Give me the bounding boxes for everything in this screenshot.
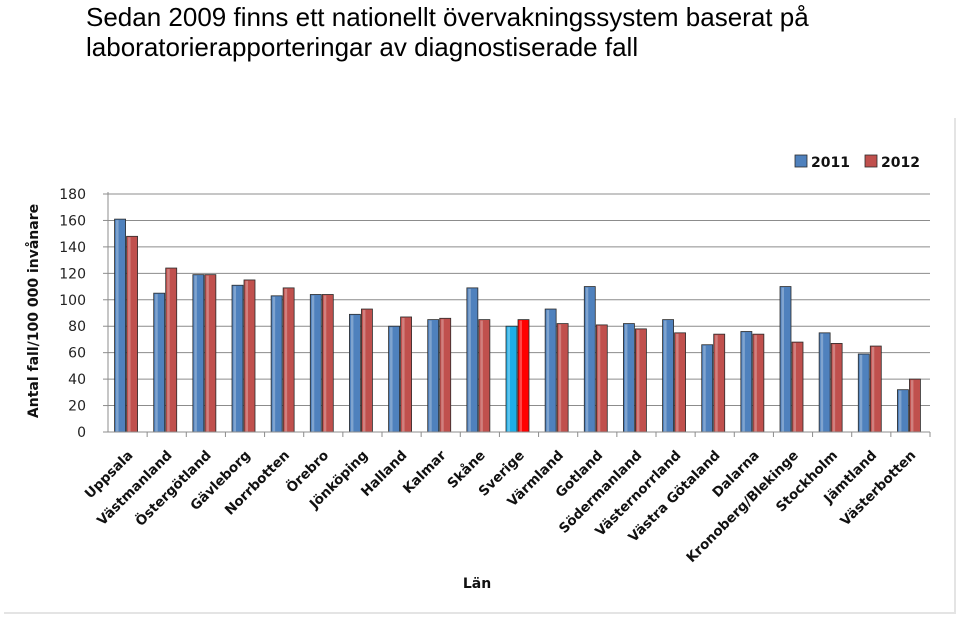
bar-shine: [793, 343, 796, 432]
bar-shine: [703, 345, 706, 432]
bar-shine: [128, 237, 131, 432]
legend-label-2011: 2011: [811, 155, 850, 171]
y-tick-label: 40: [68, 372, 86, 388]
legend: 2011 2012: [794, 154, 920, 171]
bar-shine: [715, 335, 718, 432]
bar-shine: [155, 294, 158, 432]
bar-shine: [390, 327, 393, 432]
y-tick-label: 60: [68, 346, 86, 362]
y-tick-label: 180: [59, 187, 86, 203]
x-axis-title: Län: [463, 576, 491, 592]
axes: [107, 192, 931, 437]
bar-shine: [624, 324, 628, 432]
bar-shine: [859, 354, 863, 432]
bar-shine: [781, 287, 784, 432]
bar-shine: [480, 320, 483, 432]
bar-shine: [323, 295, 327, 432]
bar-shine: [832, 344, 836, 432]
y-tick-label: 80: [68, 319, 86, 335]
bar-shine: [311, 295, 315, 432]
bars: [114, 218, 921, 433]
bar-shine: [272, 296, 276, 432]
bar-shine: [871, 347, 875, 432]
bar-shine: [206, 275, 209, 432]
legend-label-2012: 2012: [881, 155, 920, 171]
slide-title-line-2: laboratorierapporteringar av diagnostise…: [86, 32, 639, 62]
slide-title-line-1: Sedan 2009 finns ett nationellt övervakn…: [86, 2, 809, 32]
bar-shine: [167, 269, 170, 432]
bar-shine: [820, 333, 824, 432]
bar-shine: [284, 288, 288, 432]
y-tick-label: 120: [59, 266, 86, 282]
bar-shine: [597, 325, 601, 432]
y-axis-title: Antal fall/100 000 invånare: [25, 204, 42, 418]
bar-shine: [350, 315, 354, 432]
bar-shine: [910, 380, 914, 432]
bar-shine: [754, 335, 757, 432]
bar-shine: [546, 310, 550, 432]
bar-shine: [898, 390, 902, 432]
slide-title: Sedan 2009 finns ett nationellt övervakn…: [86, 2, 946, 62]
bar-shine: [245, 280, 248, 432]
y-tick-label: 20: [68, 399, 86, 415]
bar-shine: [676, 333, 679, 432]
bar-shine: [194, 275, 197, 432]
bar-shine: [402, 317, 405, 432]
bar-shine: [233, 286, 236, 432]
legend-swatch-2011: [794, 154, 808, 168]
bar-shine: [507, 327, 510, 432]
y-tick-label: 100: [59, 293, 86, 309]
y-tick-labels: 0 20 40 60 80 100 120 140 160 180: [59, 187, 108, 441]
bar-shine: [468, 288, 471, 432]
legend-swatch-2012: [864, 154, 878, 168]
bar-shine: [441, 319, 444, 432]
y-tick-label: 160: [59, 213, 86, 229]
bar-shine: [636, 329, 640, 432]
bar-shine: [585, 287, 589, 432]
bar-shine: [558, 324, 562, 432]
y-tick-label: 140: [59, 240, 86, 256]
y-tick-label: 0: [77, 425, 86, 441]
bar-shine: [742, 332, 745, 432]
bar-shine: [519, 320, 522, 432]
bar-shine: [429, 320, 432, 432]
bar-shine: [116, 220, 119, 432]
bar-shine: [664, 320, 667, 432]
bar-shine: [362, 310, 366, 432]
